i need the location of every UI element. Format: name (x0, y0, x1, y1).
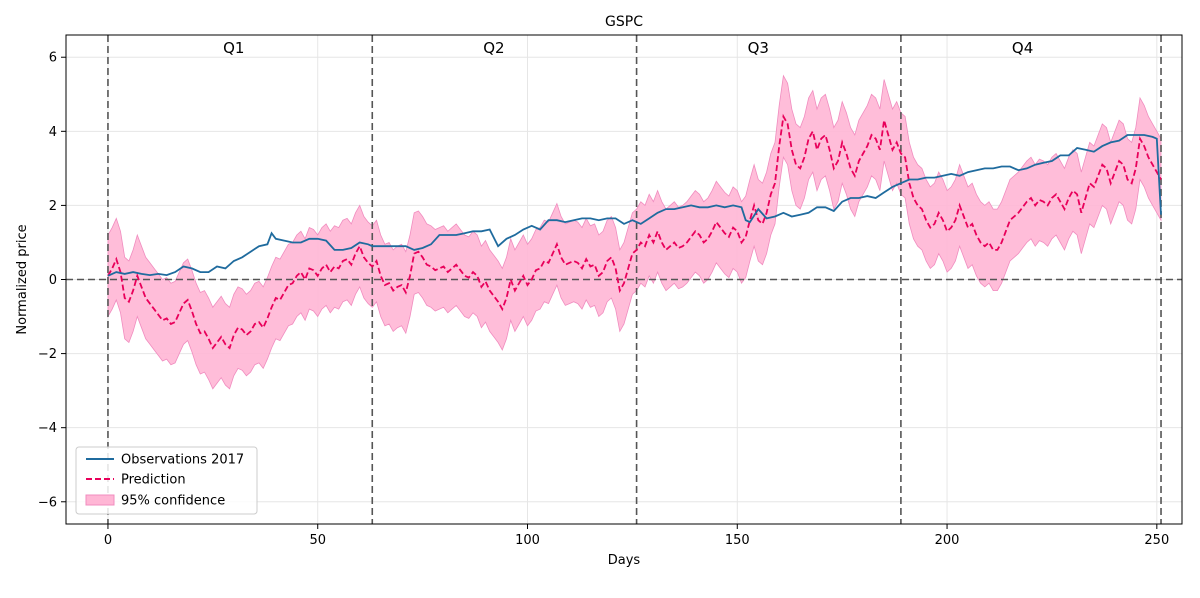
x-tick-label: 150 (725, 533, 750, 548)
axis-ticks: 0 50 100 150 200 250 −6 −4 −2 0 2 4 6 (38, 51, 1169, 548)
x-tick-label: 50 (309, 533, 326, 548)
x-axis-label: Days (608, 553, 641, 568)
quarter-label: Q2 (483, 39, 504, 57)
prediction-line (107, 113, 1162, 350)
x-tick-label: 100 (515, 533, 540, 548)
y-tick-label: 0 (49, 273, 57, 288)
chart-title: GSPC (605, 14, 643, 30)
y-axis-label: Normalized price (15, 224, 30, 334)
y-tick-label: 4 (49, 125, 57, 140)
quarter-label: Q4 (1012, 39, 1033, 57)
legend-label-prediction: Prediction (121, 473, 186, 488)
legend: Observations 2017 Prediction 95% confide… (75, 446, 258, 515)
y-tick-label: 2 (49, 199, 57, 214)
x-tick-label: 200 (935, 533, 960, 548)
quarter-label: Q3 (748, 39, 769, 57)
legend-box (75, 446, 258, 515)
y-tick-label: −2 (38, 347, 57, 362)
confidence-band-layer (107, 74, 1162, 390)
legend-label-confidence: 95% confidence (121, 494, 225, 509)
confidence-band (107, 74, 1162, 390)
y-tick-label: −6 (38, 495, 57, 510)
reference-lines (66, 35, 1182, 524)
series-lines (107, 113, 1162, 350)
observations-line (107, 134, 1162, 277)
y-tick-label: 6 (49, 51, 57, 66)
legend-swatch-confidence (85, 494, 115, 506)
quarter-label: Q1 (223, 39, 244, 57)
legend-label-observations: Observations 2017 (121, 453, 244, 468)
x-tick-label: 0 (104, 533, 112, 548)
x-tick-label: 250 (1144, 533, 1169, 548)
quarter-labels: Q1 Q2 Q3 Q4 (223, 39, 1033, 57)
y-tick-label: −4 (38, 421, 57, 436)
